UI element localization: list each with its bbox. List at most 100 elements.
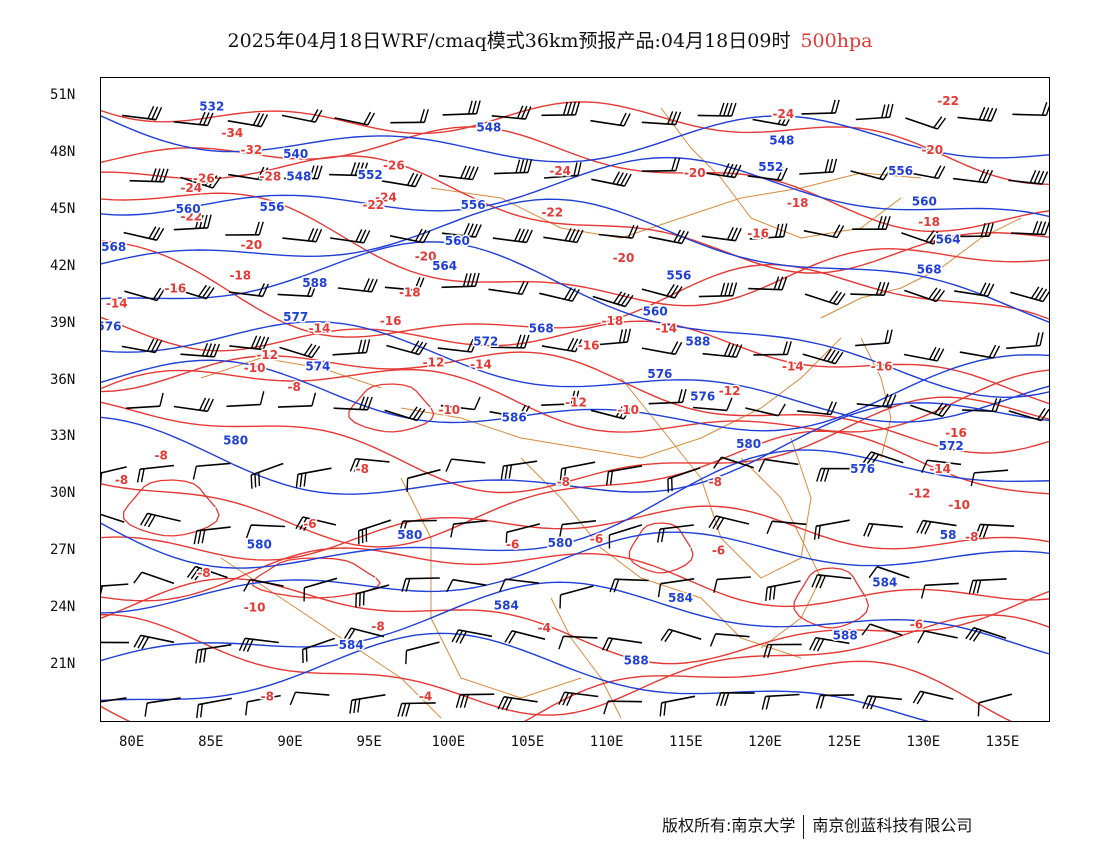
- temperature-label: -32: [241, 143, 263, 157]
- wind-barb: [954, 282, 995, 297]
- wind-barb: [243, 578, 284, 592]
- wind-barb: [437, 338, 478, 353]
- credit-left: 版权所有:南京大学: [662, 816, 796, 835]
- wind-barb: [343, 627, 385, 642]
- temperature-label: -6: [506, 538, 519, 552]
- height-contour: [101, 198, 1049, 323]
- wind-barb: [101, 510, 125, 523]
- wind-barb: [648, 388, 687, 405]
- wind-barb: [701, 226, 742, 242]
- wind-barb: [500, 460, 538, 480]
- longitude-label: 80E: [119, 734, 145, 750]
- temperature-label: -10: [244, 361, 266, 375]
- wind-barb: [1008, 169, 1049, 185]
- latitude-label: 24N: [50, 599, 76, 616]
- wind-barb: [965, 626, 1007, 642]
- wind-barb: [543, 228, 584, 244]
- wind-barb: [590, 112, 631, 127]
- wind-barb: [349, 694, 386, 714]
- height-label: 588: [685, 335, 710, 349]
- wind-barb: [281, 109, 323, 123]
- temperature-label: -8: [965, 530, 978, 544]
- height-contour: [101, 321, 1049, 423]
- boundary-line: [220, 557, 442, 719]
- wind-barb: [303, 577, 338, 602]
- wind-barb: [390, 109, 429, 124]
- wind-barb: [713, 456, 755, 469]
- wind-barb: [539, 287, 580, 302]
- wind-barb: [811, 573, 852, 589]
- temperature-label: -8: [356, 462, 369, 476]
- wind-barb: [401, 577, 440, 592]
- height-label: 572: [473, 335, 498, 349]
- wind-barb: [398, 519, 437, 535]
- wind-barb: [541, 337, 583, 353]
- temperature-label: -10: [438, 403, 460, 417]
- temperature-label: -22: [541, 206, 563, 220]
- wind-barb: [133, 571, 175, 585]
- height-label: 576: [101, 320, 121, 334]
- wind-barb: [499, 578, 540, 592]
- height-label: 580: [548, 536, 573, 550]
- height-label: 576: [690, 390, 715, 404]
- height-label: 58: [940, 528, 957, 542]
- wind-barb: [809, 636, 850, 652]
- wind-barb: [406, 468, 441, 492]
- height-contour: [101, 449, 1049, 569]
- height-contour: [101, 402, 1049, 495]
- wind-barb: [541, 390, 580, 406]
- longitude-label: 100E: [431, 734, 466, 750]
- temperature-contour: [101, 192, 1049, 307]
- wind-barb: [917, 630, 958, 644]
- wind-barb: [173, 397, 214, 413]
- wind-barb: [228, 166, 269, 181]
- wind-barb: [384, 277, 425, 292]
- wind-barb: [609, 578, 649, 593]
- wind-barb: [497, 696, 538, 711]
- wind-barb: [641, 283, 683, 299]
- temperature-label: -18: [602, 314, 624, 328]
- wind-barb: [753, 341, 792, 356]
- wind-barb: [226, 391, 265, 408]
- temperature-label: -20: [613, 251, 635, 265]
- wind-barb: [763, 643, 802, 658]
- height-contour: [101, 581, 1049, 662]
- boundary-line: [430, 172, 922, 239]
- temperature-label: -6: [910, 617, 923, 631]
- wind-barb: [101, 697, 127, 704]
- wind-barb: [180, 172, 222, 189]
- height-label: 564: [936, 232, 961, 246]
- wind-barb: [921, 459, 962, 473]
- height-label: 556: [259, 200, 284, 214]
- temperature-label: -14: [929, 462, 951, 476]
- boundary-line: [400, 337, 842, 459]
- wind-barb: [349, 457, 390, 472]
- height-label: 564: [432, 259, 457, 273]
- wind-barb: [559, 461, 596, 483]
- wind-barb: [641, 111, 682, 126]
- wind-barb: [592, 291, 634, 308]
- wind-barb: [802, 348, 844, 365]
- boundary-lines: [200, 107, 1022, 719]
- wind-barb: [912, 690, 954, 705]
- contour-labels: -34-32-26-24-28-26 -24-24-22-20-20-24-22-…: [101, 92, 980, 705]
- temperature-contour: [101, 505, 1049, 561]
- temperature-contour: [101, 239, 1049, 338]
- latitude-label: 48N: [50, 143, 76, 160]
- temperature-label: -14: [106, 297, 128, 311]
- latitude-label: 27N: [50, 542, 76, 559]
- wind-barb: [541, 101, 581, 117]
- wind-barb: [357, 519, 392, 545]
- wind-barb: [186, 565, 228, 581]
- wind-barb: [804, 290, 846, 306]
- height-label: 552: [358, 168, 383, 182]
- longitude-label: 135E: [985, 734, 1020, 750]
- height-label: 588: [302, 276, 327, 290]
- wind-barb: [868, 565, 910, 579]
- height-label: 586: [502, 411, 527, 425]
- temperature-label: -14: [782, 359, 804, 373]
- wind-barb: [405, 641, 440, 665]
- longitude-label: 130E: [906, 734, 941, 750]
- wind-barb: [279, 343, 321, 359]
- wind-barb: [601, 637, 643, 652]
